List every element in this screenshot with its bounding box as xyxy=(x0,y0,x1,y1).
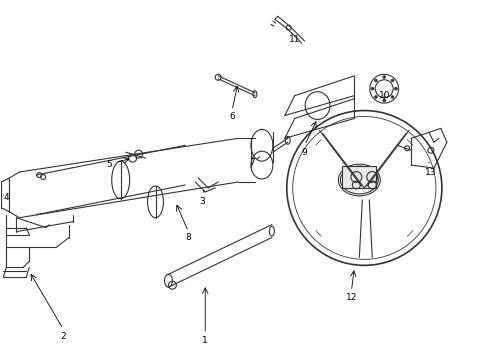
Text: 11: 11 xyxy=(289,35,300,44)
Circle shape xyxy=(395,87,397,90)
Text: 1: 1 xyxy=(202,336,208,345)
Circle shape xyxy=(392,96,393,98)
Circle shape xyxy=(383,99,386,102)
Circle shape xyxy=(371,87,374,90)
Circle shape xyxy=(392,79,393,82)
Text: 13: 13 xyxy=(425,167,437,176)
Text: 12: 12 xyxy=(346,293,357,302)
Circle shape xyxy=(375,79,377,82)
Text: 4: 4 xyxy=(3,193,9,202)
Text: 8: 8 xyxy=(185,233,191,242)
Text: 5: 5 xyxy=(106,159,112,168)
Bar xyxy=(343,166,376,188)
Text: 10: 10 xyxy=(378,91,390,100)
Circle shape xyxy=(375,96,377,98)
Circle shape xyxy=(383,76,386,78)
Text: 3: 3 xyxy=(199,197,205,206)
Text: 2: 2 xyxy=(60,332,66,341)
Text: 7: 7 xyxy=(249,158,255,167)
Text: 9: 9 xyxy=(302,148,308,157)
Text: 6: 6 xyxy=(229,112,235,121)
